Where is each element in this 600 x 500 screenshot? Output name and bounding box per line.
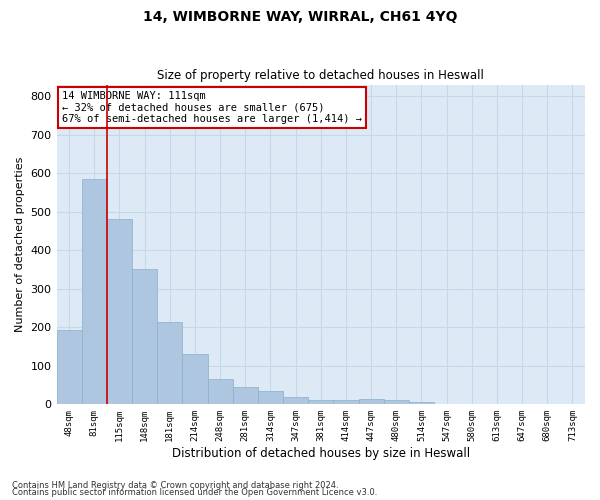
Bar [82, 179, 107, 404]
Bar [107, 220, 132, 404]
Bar [409, 402, 434, 404]
Bar [308, 400, 334, 404]
Bar [157, 322, 182, 404]
Text: 14, WIMBORNE WAY, WIRRAL, CH61 4YQ: 14, WIMBORNE WAY, WIRRAL, CH61 4YQ [143, 10, 457, 24]
Bar [56, 330, 82, 404]
Bar [283, 398, 308, 404]
Text: Contains public sector information licensed under the Open Government Licence v3: Contains public sector information licen… [12, 488, 377, 497]
Text: Contains HM Land Registry data © Crown copyright and database right 2024.: Contains HM Land Registry data © Crown c… [12, 480, 338, 490]
Bar [258, 391, 283, 404]
Bar [208, 380, 233, 404]
Bar [359, 400, 383, 404]
Y-axis label: Number of detached properties: Number of detached properties [15, 157, 25, 332]
Bar [233, 387, 258, 404]
Text: 14 WIMBORNE WAY: 111sqm
← 32% of detached houses are smaller (675)
67% of semi-d: 14 WIMBORNE WAY: 111sqm ← 32% of detache… [62, 91, 362, 124]
Title: Size of property relative to detached houses in Heswall: Size of property relative to detached ho… [157, 69, 484, 82]
Bar [383, 400, 409, 404]
Bar [334, 400, 359, 404]
Bar [132, 270, 157, 404]
X-axis label: Distribution of detached houses by size in Heswall: Distribution of detached houses by size … [172, 447, 470, 460]
Bar [182, 354, 208, 405]
